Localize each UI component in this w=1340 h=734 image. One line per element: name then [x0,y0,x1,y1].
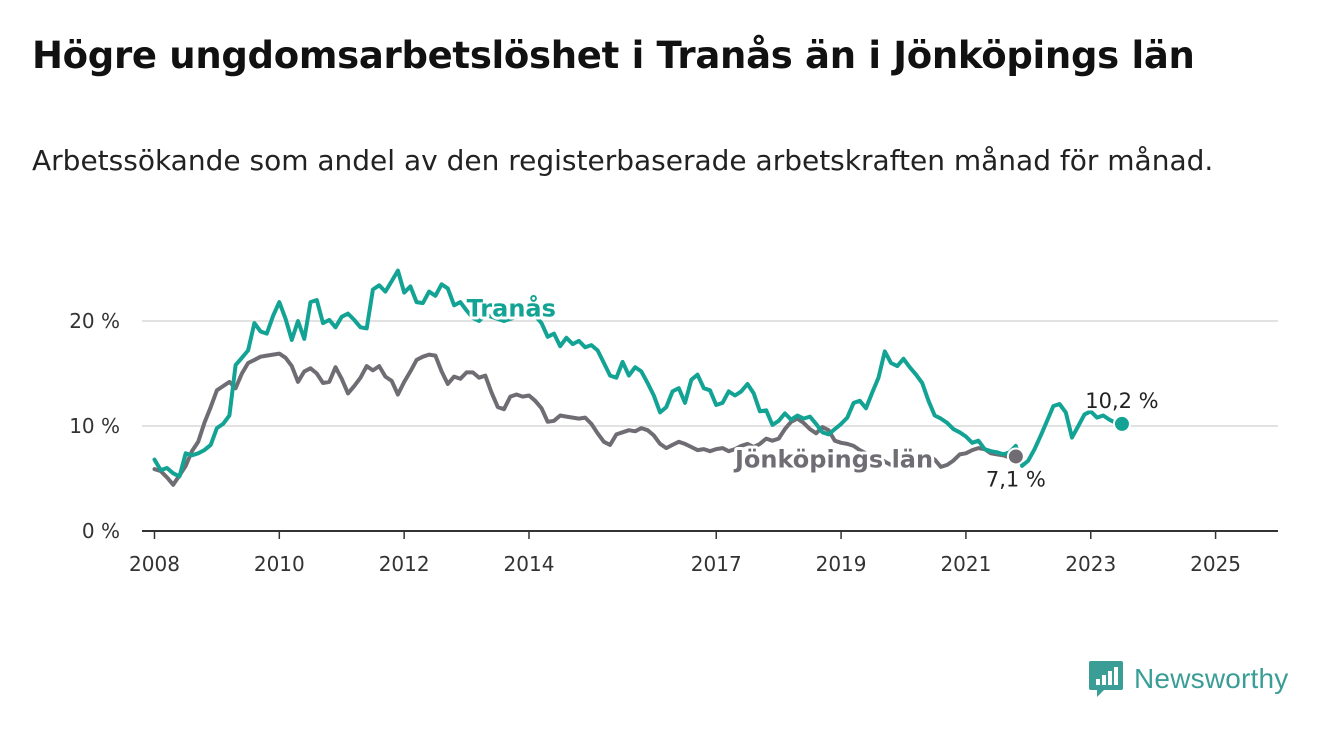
x-tick-label: 2012 [379,552,430,576]
brand-logo: Newsworthy [1088,659,1288,699]
x-tick-label: 2017 [691,552,742,576]
y-tick-label: 20 % [69,309,120,333]
brand-name: Newsworthy [1134,663,1289,694]
x-tick-label: 2008 [129,552,180,576]
end-marker-jonkoping [1006,447,1025,466]
series-line-tranas [152,268,1124,479]
y-tick-label: 10 % [69,414,120,438]
x-tick-label: 2019 [816,552,867,576]
end-marker-tranas [1112,414,1131,433]
x-tick-label: 2010 [254,552,305,576]
x-tick-label: 2025 [1190,552,1241,576]
end-label-jonkoping: 7,1 % [986,467,1046,491]
chart-subtitle: Arbetssökande som andel av den registerb… [32,144,1214,177]
newsworthy-logo-icon [1089,661,1123,697]
y-tick-label: 0 % [82,519,120,543]
series-label-tranas: Tranås [467,293,556,322]
end-label-tranas: 10,2 % [1085,389,1158,413]
x-tick-label: 2014 [504,552,555,576]
chart-title: Högre ungdomsarbetslöshet i Tranås än i … [32,34,1195,77]
series-label-jonkoping: Jönköpings län [733,446,933,474]
series-line-jonkoping [152,351,1018,487]
x-tick-label: 2021 [940,552,991,576]
x-tick-label: 2023 [1065,552,1116,576]
